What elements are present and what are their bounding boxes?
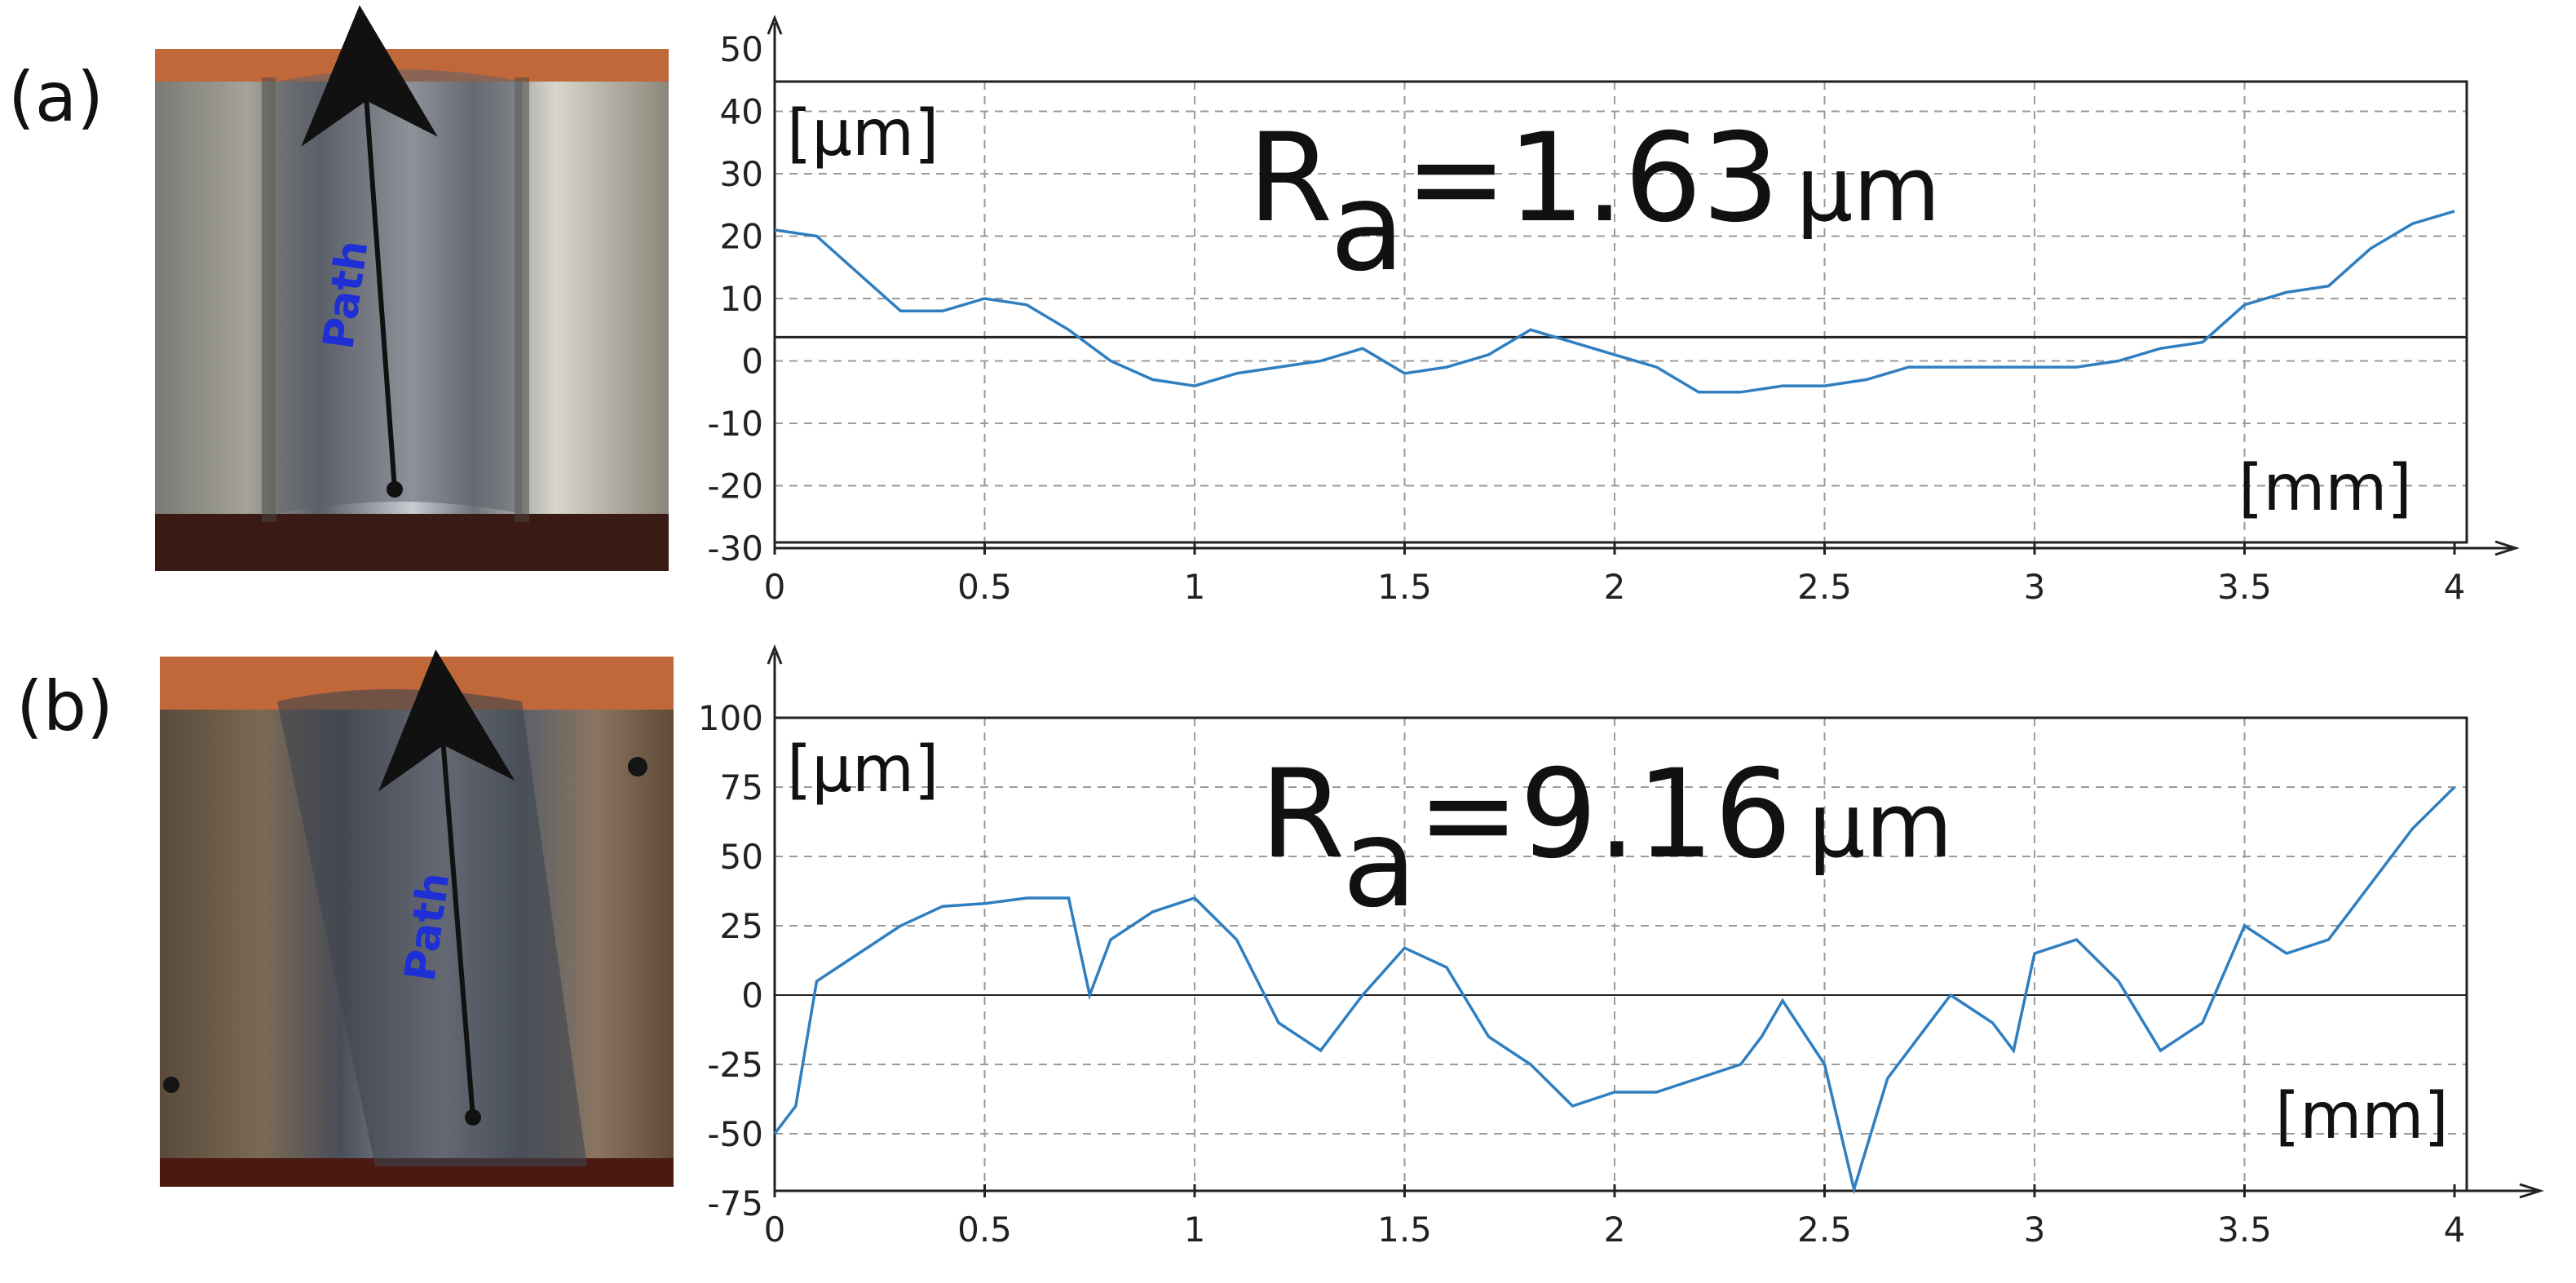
ra-subscript-b: a — [1342, 793, 1417, 935]
ra-unit-a: μm — [1796, 137, 1941, 241]
ra-annotation-b: Ra=9.16 μm — [1260, 744, 1953, 935]
ra-subscript-a: a — [1330, 157, 1405, 299]
x-unit-label-b: [mm] — [2275, 1080, 2449, 1153]
x-tick-label: 3 — [2024, 567, 2046, 607]
y-tick-label: 40 — [720, 92, 763, 132]
x-tick-label: 1.5 — [1377, 567, 1432, 607]
x-tick-label: 0.5 — [957, 1210, 1012, 1250]
x-tick-label: 2 — [1604, 1210, 1626, 1250]
x-tick-label: 3.5 — [2217, 1210, 2272, 1250]
y-tick-label: 30 — [720, 154, 763, 194]
y-axis-b — [767, 644, 783, 1195]
y-ticks-a: -30 -20 -10 0 10 20 30 40 50 — [707, 29, 763, 569]
x-tick-label: 3 — [2024, 1210, 2046, 1250]
x-tick-label: 4 — [2444, 1210, 2466, 1250]
x-tick-label: 2.5 — [1797, 567, 1852, 607]
x-tick-label: 3.5 — [2217, 567, 2272, 607]
x-tick-label: 1 — [1184, 567, 1206, 607]
profile-line-b — [773, 785, 2456, 1195]
grid-a — [775, 82, 2467, 542]
x-axis-a — [775, 540, 2520, 556]
x-tick-label: 2 — [1604, 567, 1626, 607]
path-end-dot-b — [432, 700, 448, 716]
y-tick-label: -20 — [707, 467, 763, 507]
path-start-dot-a — [387, 481, 403, 498]
ra-symbol-b: R — [1260, 744, 1342, 886]
weld-photo-a: Path — [155, 5, 669, 571]
ra-value-a: =1.63 — [1405, 108, 1780, 250]
y-tick-label: 100 — [698, 698, 763, 738]
x-unit-label-a: [mm] — [2238, 452, 2412, 525]
y-tick-label: 0 — [741, 342, 763, 382]
path-end-dot-a — [355, 49, 371, 65]
y-tick-label: 75 — [720, 768, 763, 807]
y-tick-label: -50 — [707, 1114, 763, 1154]
x-tick-label: 4 — [2444, 567, 2466, 607]
path-arrow-b — [378, 649, 515, 1118]
x-tick-label: 1 — [1184, 1210, 1206, 1250]
roughness-chart-a: -30 -20 -10 0 10 20 30 40 50 0 0.5 1 1.5 2 2.5 3 3.5 4 [… — [707, 14, 2520, 607]
roughness-chart-b: -75 -50 -25 0 25 50 75 100 0 0.5 1 1.5 2 2.5 3 3.5 4 [μ… — [698, 644, 2544, 1250]
y-tick-label: -75 — [707, 1183, 763, 1223]
y-tick-label: 50 — [720, 837, 763, 877]
x-tick-label: 2.5 — [1797, 1210, 1852, 1250]
x-tick-label: 0 — [764, 1210, 786, 1250]
x-ticks-b: 0 0.5 1 1.5 2 2.5 3 3.5 4 — [764, 1184, 2466, 1250]
x-tick-label: 0 — [764, 567, 786, 607]
ra-unit-b: μm — [1809, 773, 1953, 878]
x-tick-label: 1.5 — [1377, 1210, 1432, 1250]
y-tick-label: 10 — [720, 279, 763, 319]
panel-label-b: (b) — [16, 666, 113, 746]
y-unit-label-b: [μm] — [787, 733, 939, 807]
profile-line-a — [774, 210, 2455, 394]
panel-label-a: (a) — [8, 57, 104, 137]
y-tick-label: 20 — [720, 217, 763, 257]
ra-annotation-a: Ra=1.63 μm — [1248, 108, 1941, 299]
path-arrow-a — [301, 5, 438, 490]
y-tick-label: 25 — [720, 906, 763, 946]
x-tick-label: 0.5 — [957, 567, 1012, 607]
ra-symbol-a: R — [1248, 108, 1330, 250]
weld-photo-b: Path — [160, 649, 674, 1187]
x-ticks-a: 0 0.5 1 1.5 2 2.5 3 3.5 4 — [764, 542, 2466, 607]
ra-value-b: =9.16 — [1417, 744, 1792, 886]
x-axis-b — [775, 1183, 2544, 1199]
y-ticks-b: -75 -50 -25 0 25 50 75 100 — [698, 698, 763, 1223]
y-tick-label: 50 — [720, 29, 763, 69]
y-unit-label-a: [μm] — [787, 97, 939, 170]
y-tick-label: -10 — [707, 404, 763, 444]
path-start-dot-b — [465, 1109, 481, 1126]
y-axis-a — [767, 14, 783, 555]
y-tick-label: -30 — [707, 529, 763, 569]
y-tick-label: -25 — [707, 1045, 763, 1085]
y-tick-label: 0 — [741, 976, 763, 1015]
